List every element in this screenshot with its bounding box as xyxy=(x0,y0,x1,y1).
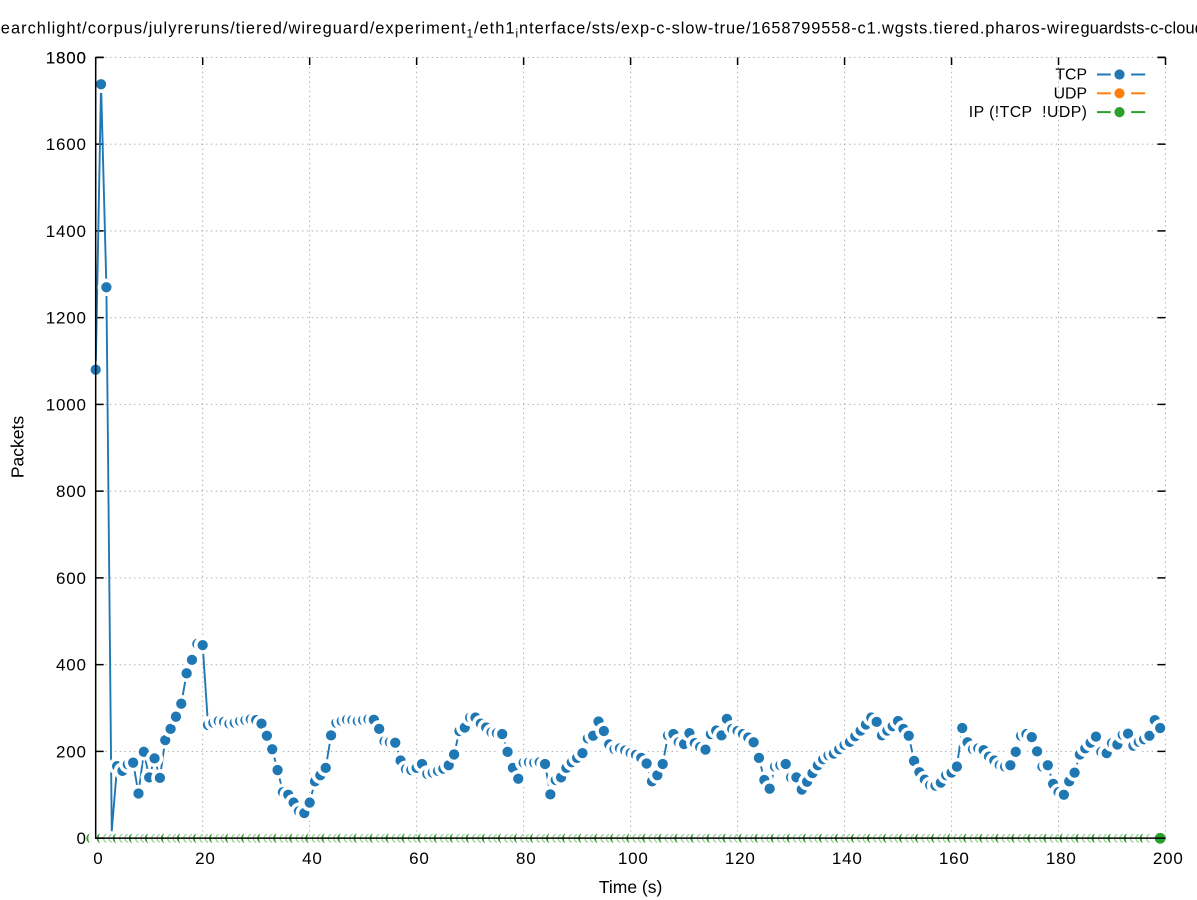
svg-text:Time (s): Time (s) xyxy=(599,877,663,897)
svg-text:60: 60 xyxy=(409,849,430,868)
svg-text:1000: 1000 xyxy=(46,395,87,414)
svg-text:earchlight/corpus/julyreruns/t: earchlight/corpus/julyreruns/tiered/wire… xyxy=(1,19,441,37)
svg-text:140: 140 xyxy=(832,849,863,868)
svg-text:800: 800 xyxy=(56,482,87,501)
svg-text:200: 200 xyxy=(1153,849,1184,868)
svg-text:Packets: Packets xyxy=(8,416,28,478)
svg-text:1800: 1800 xyxy=(46,48,87,67)
svg-text:120: 120 xyxy=(725,849,756,868)
svg-text:1800: 1800 xyxy=(46,48,87,67)
svg-text:guardsts-c-cloud: guardsts-c-cloud xyxy=(1081,19,1197,37)
svg-text:1200: 1200 xyxy=(46,309,87,328)
svg-text:UDP: UDP xyxy=(1054,85,1087,102)
svg-text:TCP: TCP xyxy=(1055,67,1087,84)
svg-text:100: 100 xyxy=(618,849,649,868)
svg-text:0: 0 xyxy=(93,849,103,868)
svg-text:600: 600 xyxy=(56,569,87,588)
svg-text:IP (!TCP !UDP): IP (!TCP !UDP) xyxy=(969,104,1088,121)
svg-text:0: 0 xyxy=(77,829,87,848)
svg-text:ent1/eth1interface/s: ent1/eth1interface/s xyxy=(441,19,601,40)
svg-text:400: 400 xyxy=(56,656,87,675)
svg-text:160: 160 xyxy=(939,849,970,868)
svg-text:20: 20 xyxy=(195,849,216,868)
svg-text:ts/exp-c-slow-true/1658799558-: ts/exp-c-slow-true/1658799558-c1.wgsts.t… xyxy=(601,19,1080,37)
svg-text:80: 80 xyxy=(516,849,537,868)
svg-text:180: 180 xyxy=(1046,849,1077,868)
svg-text:200: 200 xyxy=(56,742,87,761)
svg-text:1600: 1600 xyxy=(46,135,87,154)
svg-text:40: 40 xyxy=(302,849,323,868)
svg-text:1400: 1400 xyxy=(46,222,87,241)
